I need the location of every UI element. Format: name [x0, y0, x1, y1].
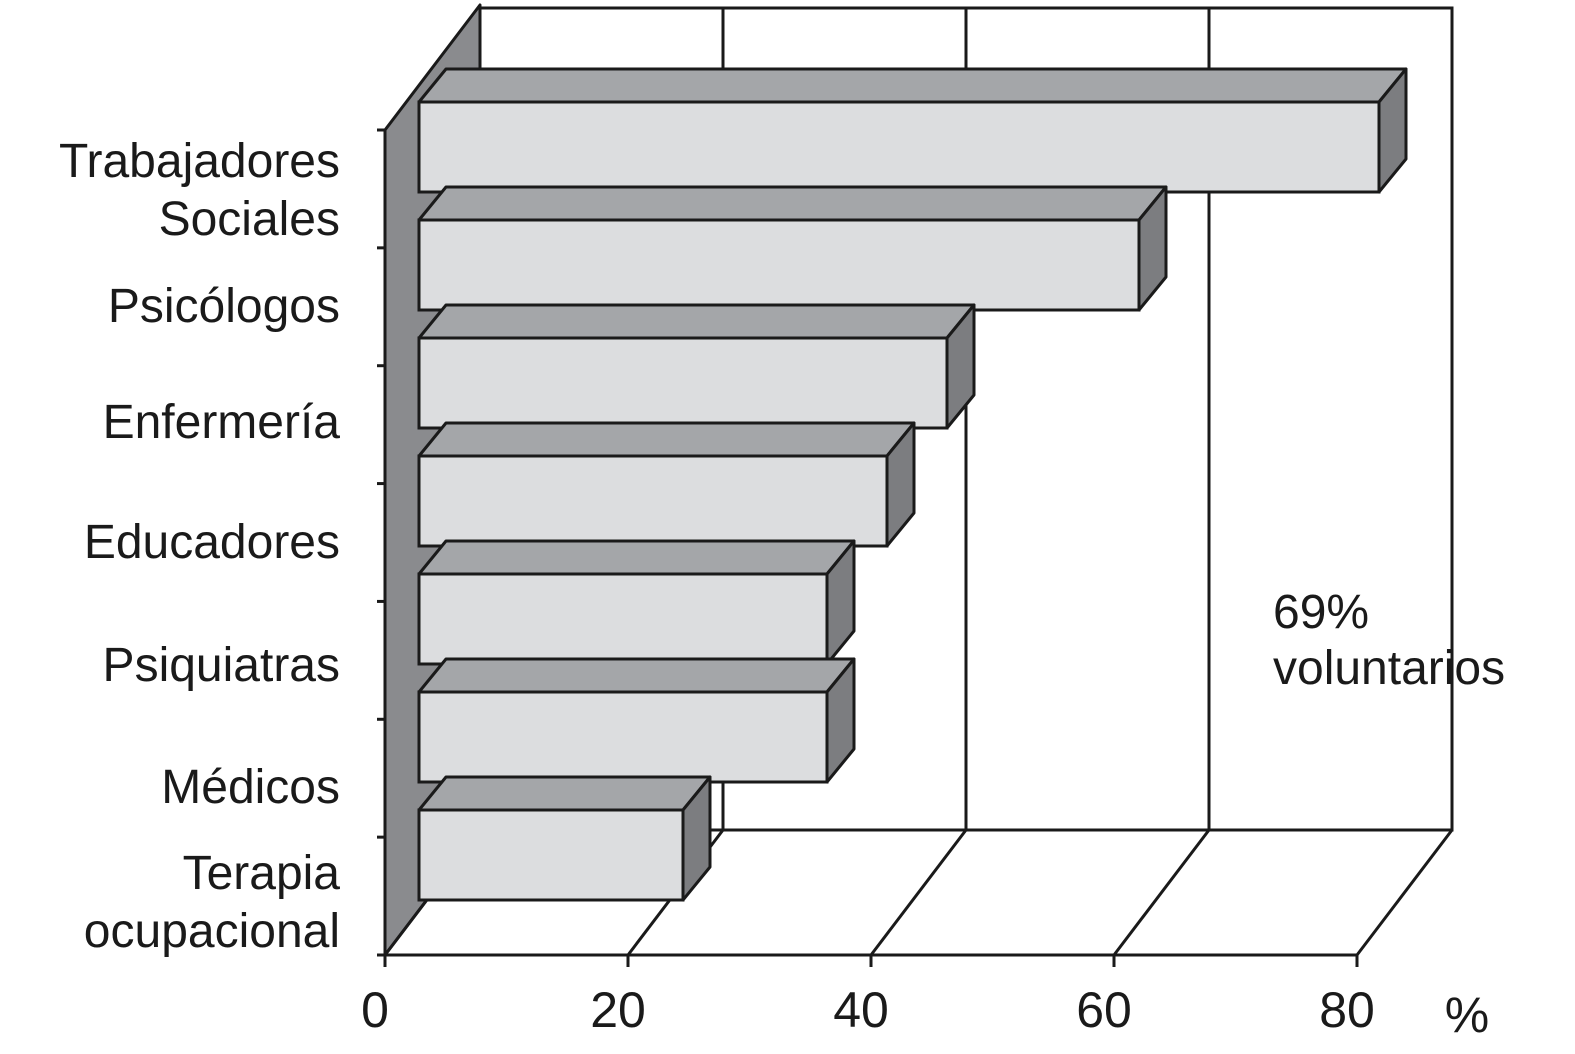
floor-depth-line	[869, 829, 968, 956]
bar	[417, 185, 1168, 312]
bar-top-face	[417, 657, 856, 694]
bar-front-face	[417, 454, 889, 548]
x-tick-label: 20	[590, 982, 646, 1038]
bar-top-face	[417, 303, 976, 340]
bar-front-face	[417, 336, 949, 430]
x-tick-label: 40	[833, 982, 889, 1038]
category-label: Psicólogos	[108, 280, 340, 333]
labels-layer: 0 20 40 60 80 % Trabajadores Sociales Psicólogos…	[59, 135, 1505, 1043]
x-tick-label: 80	[1319, 982, 1375, 1038]
category-label: Trabajadores Sociales	[59, 135, 340, 246]
bar-front-face	[417, 218, 1141, 312]
bar-front-face	[417, 572, 829, 666]
x-tick-label: 0	[361, 982, 389, 1038]
category-label: Terapia ocupacional	[84, 847, 341, 958]
floor-depth-line	[1112, 829, 1211, 956]
bar	[417, 775, 712, 902]
category-label: Educadores	[84, 516, 340, 569]
bar-front-face	[417, 100, 1381, 194]
bar-top-face	[417, 67, 1408, 104]
bar	[417, 303, 976, 430]
bar	[417, 67, 1408, 194]
bar-top-face	[417, 539, 856, 576]
bar-front-face	[417, 690, 829, 784]
bar-top-face	[417, 421, 916, 458]
x-unit-label: %	[1445, 987, 1489, 1043]
category-label: Médicos	[161, 761, 340, 814]
x-tick-label: 60	[1076, 982, 1132, 1038]
bar-front-face	[417, 808, 685, 902]
category-label: Psiquiatras	[103, 639, 340, 692]
bar-top-face	[417, 775, 712, 812]
bar	[417, 657, 856, 784]
bars-layer	[417, 67, 1408, 902]
floor-depth-line	[1355, 829, 1454, 956]
annotation-label: 69% voluntarios	[1273, 586, 1505, 695]
category-label: Enfermería	[103, 396, 341, 449]
bar-top-face	[417, 185, 1168, 222]
bar	[417, 421, 916, 548]
bar	[417, 539, 856, 666]
